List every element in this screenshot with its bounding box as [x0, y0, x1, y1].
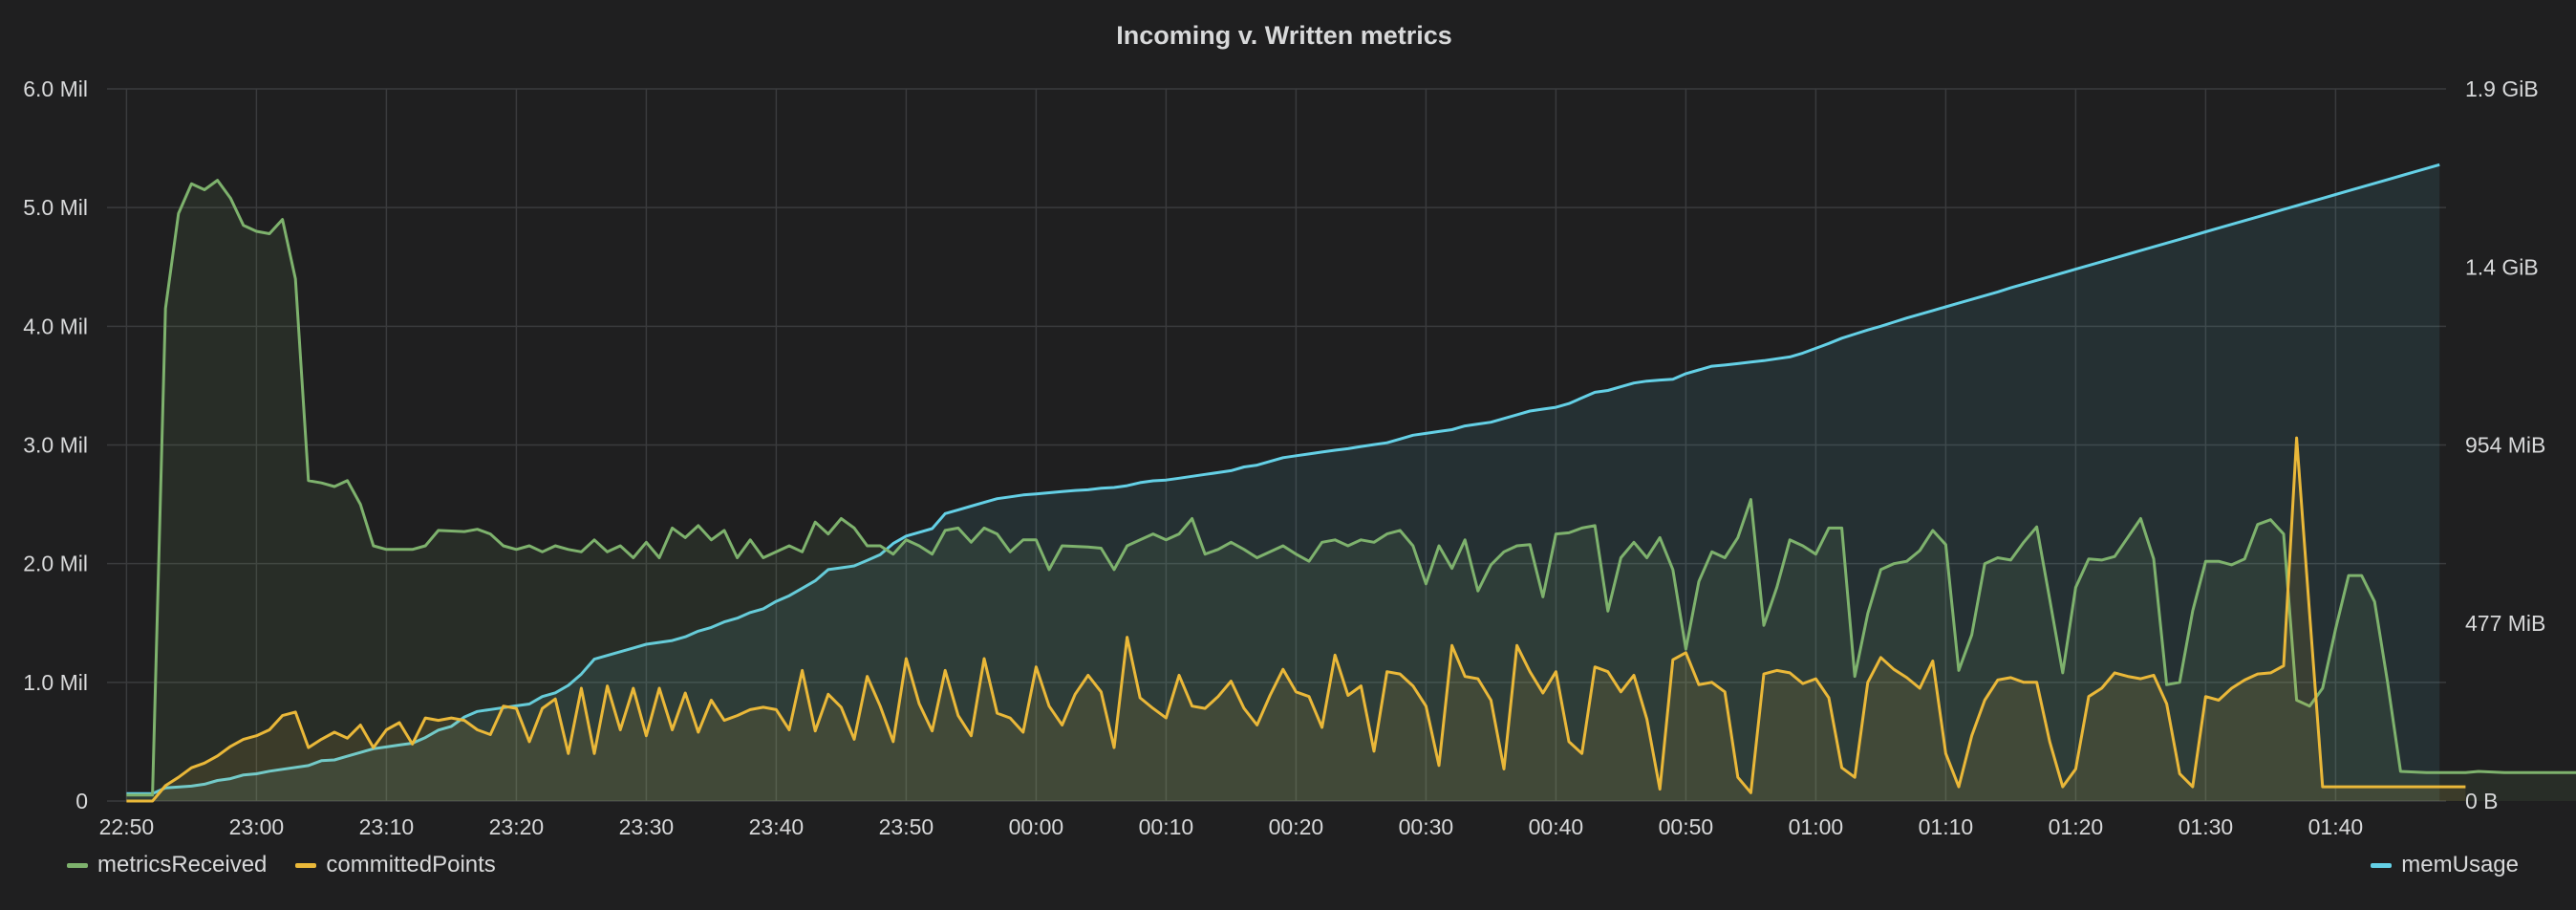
legend-label: metricsReceived [97, 852, 268, 878]
y-left-tick-label: 6.0 Mil [23, 76, 88, 101]
x-tick-label: 23:30 [619, 814, 675, 839]
legend-label: committedPoints [326, 852, 496, 878]
x-tick-label: 23:00 [229, 814, 285, 839]
legend-label: memUsage [2401, 852, 2519, 878]
x-tick-label: 00:20 [1269, 814, 1324, 839]
x-tick-label: 00:00 [1009, 814, 1064, 839]
legend-item-metricsReceived[interactable]: metricsReceived [67, 852, 267, 878]
legend-item-committedPoints[interactable]: committedPoints [295, 852, 496, 878]
y-left-tick-label: 4.0 Mil [23, 314, 88, 338]
legend-left: metricsReceived committedPoints [67, 851, 496, 879]
y-left-tick-label: 3.0 Mil [23, 433, 88, 458]
x-tick-label: 00:30 [1399, 814, 1454, 839]
y-left-tick-label: 0 [75, 789, 88, 813]
x-tick-label: 00:40 [1529, 814, 1584, 839]
x-tick-label: 01:40 [2308, 814, 2364, 839]
x-tick-label: 23:40 [749, 814, 805, 839]
y-right-tick-label: 0 B [2465, 789, 2499, 813]
y-left-tick-label: 1.0 Mil [23, 670, 88, 695]
legend-swatch [295, 862, 317, 868]
x-tick-label: 00:50 [1659, 814, 1714, 839]
chart-title: Incoming v. Written metrics [1116, 21, 1452, 50]
y-right-tick-label: 1.9 GiB [2465, 76, 2539, 101]
series-line-metricsReceived [126, 179, 2576, 797]
series-layer [126, 162, 2576, 803]
axes: 0 1.0 Mil 2.0 Mil 3.0 Mil 4.0 Mil 5.0 Mil 6.0 … [23, 76, 2545, 839]
series-area-committedPoints [126, 438, 2466, 801]
y-right-tick-label: 954 MiB [2465, 433, 2545, 458]
legend-item-memUsage[interactable]: memUsage [2371, 852, 2519, 878]
series-line-memUsage [126, 162, 2440, 795]
y-left-tick-label: 2.0 Mil [23, 552, 88, 576]
legend-right: memUsage [2371, 851, 2519, 879]
x-tick-label: 01:00 [1789, 814, 1844, 839]
x-tick-label: 01:10 [1919, 814, 1974, 839]
legend-swatch [2371, 862, 2393, 868]
x-tick-label: 23:50 [879, 814, 934, 839]
x-tick-label: 01:20 [2049, 814, 2104, 839]
y-left-tick-label: 5.0 Mil [23, 195, 88, 220]
x-tick-label: 23:20 [489, 814, 545, 839]
series-area-metricsReceived [126, 180, 2576, 801]
grid [107, 88, 2446, 802]
legend-swatch [67, 862, 88, 868]
x-tick-label: 00:10 [1139, 814, 1194, 839]
x-tick-label: 01:30 [2179, 814, 2234, 839]
y-right-tick-label: 1.4 GiB [2465, 254, 2539, 279]
series-line-committedPoints [126, 436, 2466, 803]
y-right-tick-label: 477 MiB [2465, 611, 2545, 636]
x-tick-label: 22:50 [99, 814, 155, 839]
x-tick-label: 23:10 [359, 814, 415, 839]
